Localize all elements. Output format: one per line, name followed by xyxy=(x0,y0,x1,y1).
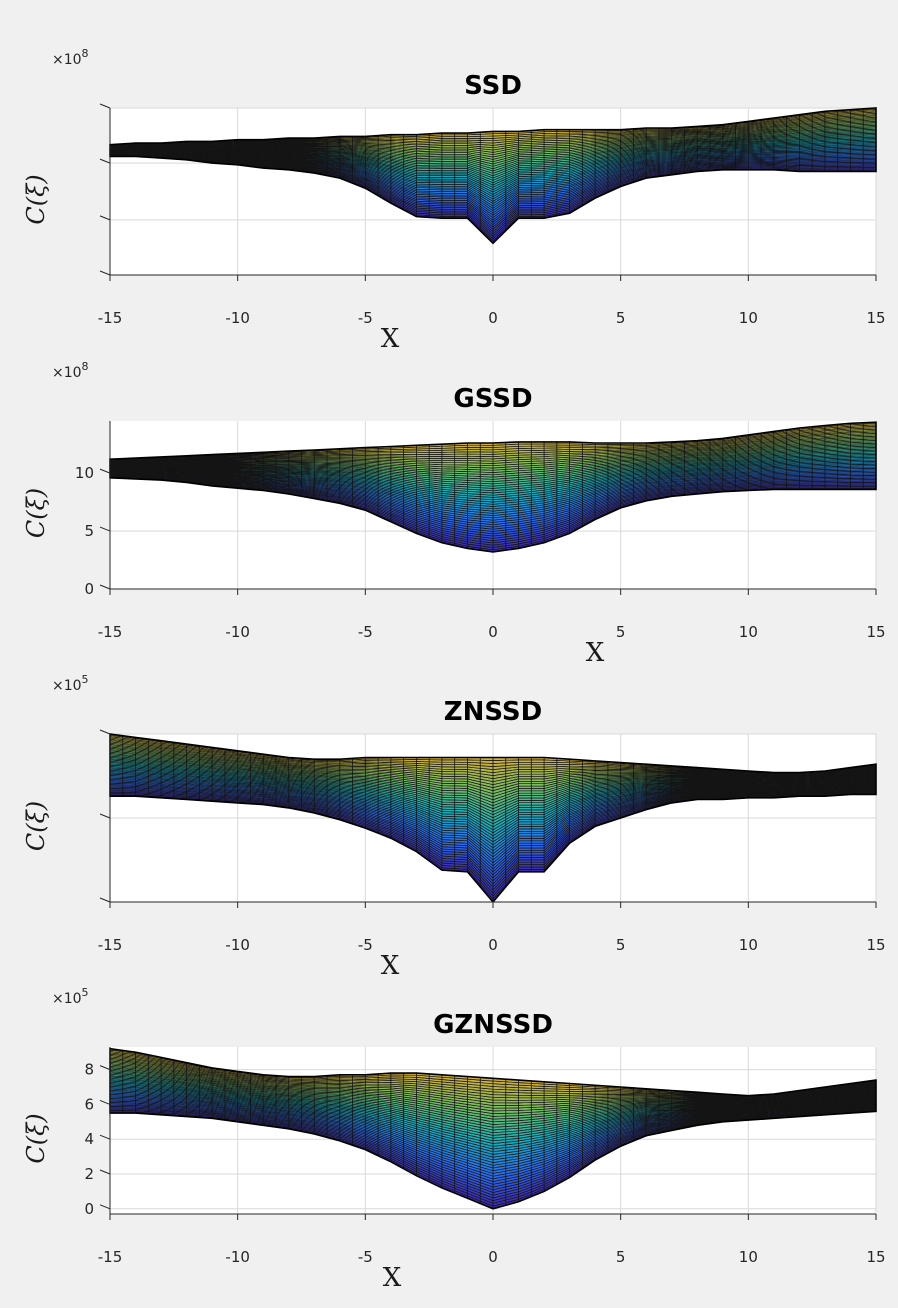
x-tick-label: 10 xyxy=(739,623,758,641)
surface xyxy=(110,108,876,244)
x-tick-label: -10 xyxy=(225,309,250,327)
y-axis-label: C(ξ) xyxy=(22,1113,50,1163)
x-tick-label: 10 xyxy=(739,309,758,327)
surface-outline xyxy=(109,1047,877,1210)
y-tick xyxy=(99,813,111,819)
chart-title: SSD xyxy=(464,71,522,101)
y-tick xyxy=(99,215,111,221)
y-tick-label: 4 xyxy=(84,1130,94,1148)
surface-outline xyxy=(109,421,877,553)
y-tick-label: 2 xyxy=(84,1165,94,1183)
y-tick xyxy=(99,526,111,532)
chart-title: ZNSSD xyxy=(444,697,542,727)
y-tick xyxy=(99,103,111,109)
y-tick-label: 8 xyxy=(84,1061,94,1079)
y-tick-label: 0 xyxy=(84,1200,94,1218)
surface xyxy=(110,1048,876,1209)
x-axis-label: X xyxy=(586,638,605,668)
y-tick xyxy=(99,897,111,903)
x-tick-label: -15 xyxy=(98,936,123,954)
y-tick-label: 0 xyxy=(84,580,94,598)
y-tick xyxy=(99,1099,111,1105)
y-tick-label: 10 xyxy=(75,464,94,482)
x-tick-label: -15 xyxy=(98,1248,123,1266)
y-tick xyxy=(99,729,111,735)
chart-3: -15 -10 -5 0 5 10 15 0 2 4 6 8 ×105 GZNSSD X C(ξ) xyxy=(22,986,886,1293)
x-tick-label: 5 xyxy=(616,1248,626,1266)
surface xyxy=(110,734,876,902)
y-tick xyxy=(99,158,111,164)
x-axis-label: X xyxy=(381,324,400,354)
chart-2: -15 -10 -5 0 5 10 15 ×105 ZNSSD X C(ξ) xyxy=(22,673,886,981)
y-tick-label: 5 xyxy=(84,522,94,540)
chart-1: -15 -10 -5 0 5 10 15 0 5 10 ×108 GSSD X C(ξ) xyxy=(22,360,886,668)
x-tick-label: -10 xyxy=(225,1248,250,1266)
x-tick-label: -10 xyxy=(225,936,250,954)
chart-0: -15 -10 -5 0 5 10 15 ×108 SSD X C(ξ) xyxy=(22,47,886,354)
x-tick-label: -10 xyxy=(225,623,250,641)
x-tick-label: -15 xyxy=(98,623,123,641)
x-tick-label: 5 xyxy=(616,309,626,327)
y-exponent: ×108 xyxy=(52,47,89,68)
chart-title: GSSD xyxy=(453,384,532,414)
x-tick-label: 0 xyxy=(488,623,498,641)
y-tick xyxy=(99,1134,111,1140)
x-tick-label: -5 xyxy=(358,1248,373,1266)
y-axis-label: C(ξ) xyxy=(22,801,50,851)
y-tick xyxy=(99,270,111,276)
surface-outline xyxy=(109,107,877,245)
x-tick-label: 5 xyxy=(616,936,626,954)
x-tick-label: 10 xyxy=(739,1248,758,1266)
y-tick xyxy=(99,1065,111,1071)
y-axis-label: C(ξ) xyxy=(22,488,50,538)
y-tick-label: 6 xyxy=(84,1095,94,1113)
x-axis-label: X xyxy=(383,1263,402,1293)
y-exponent: ×108 xyxy=(52,360,89,381)
x-tick-label: 15 xyxy=(866,1248,885,1266)
x-tick-label: 15 xyxy=(866,623,885,641)
x-tick-label: -5 xyxy=(358,623,373,641)
x-tick-label: 10 xyxy=(739,936,758,954)
x-tick-label: -5 xyxy=(358,309,373,327)
x-tick-label: 0 xyxy=(488,1248,498,1266)
y-axis-label: C(ξ) xyxy=(22,174,50,224)
x-axis-label: X xyxy=(381,951,400,981)
chart-title: GZNSSD xyxy=(433,1010,553,1040)
x-tick-label: -15 xyxy=(98,309,123,327)
y-exponent: ×105 xyxy=(52,673,89,694)
y-exponent: ×105 xyxy=(52,986,89,1007)
x-tick-label: 5 xyxy=(616,623,626,641)
x-tick-label: 15 xyxy=(866,936,885,954)
y-tick xyxy=(99,468,111,474)
y-tick xyxy=(99,584,111,590)
x-tick-label: 0 xyxy=(488,936,498,954)
y-tick xyxy=(99,1204,111,1210)
x-tick-label: 15 xyxy=(866,309,885,327)
x-tick-label: -5 xyxy=(358,936,373,954)
surface-outline xyxy=(109,733,877,904)
x-tick-label: 0 xyxy=(488,309,498,327)
y-tick xyxy=(99,1169,111,1175)
